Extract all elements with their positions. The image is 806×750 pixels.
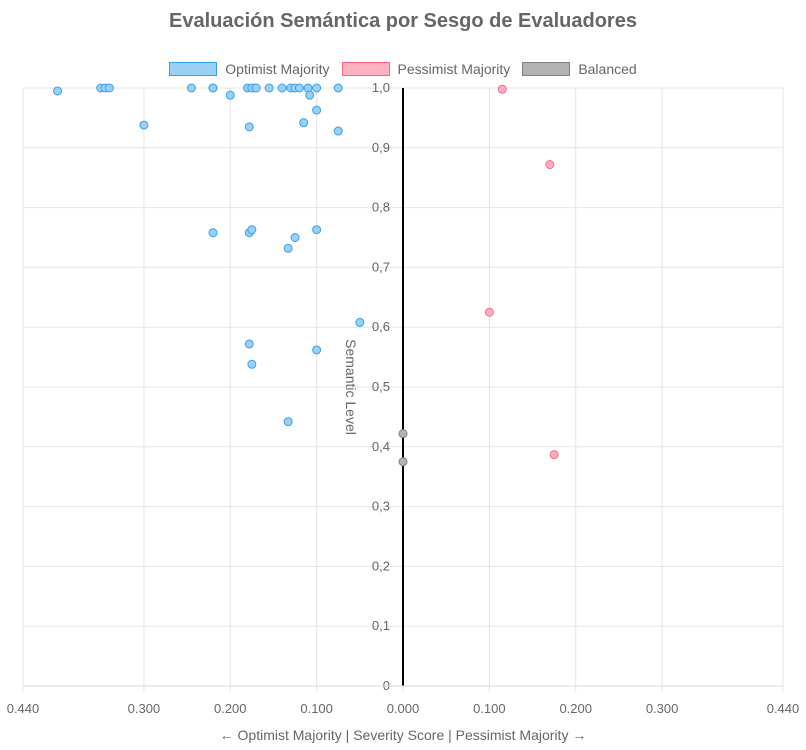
point-optimist xyxy=(303,83,313,93)
point-optimist xyxy=(244,122,254,132)
point-optimist xyxy=(312,105,322,115)
point-optimist xyxy=(53,86,63,96)
y-tick-label: 0,2 xyxy=(372,558,390,573)
y-tick-label: 0,4 xyxy=(372,439,390,454)
y-tick-label: 0,1 xyxy=(372,618,390,633)
legend-item-pessimist[interactable]: Pessimist Majority xyxy=(341,59,511,79)
point-optimist xyxy=(208,228,218,238)
point-pessimist xyxy=(545,160,555,170)
point-optimist xyxy=(283,417,293,427)
chart-title: Evaluación Semántica por Sesgo de Evalua… xyxy=(169,10,637,32)
point-optimist xyxy=(333,83,343,93)
point-pessimist xyxy=(484,307,494,317)
point-optimist xyxy=(247,359,257,369)
legend-swatch-balanced xyxy=(522,62,571,76)
legend-label-balanced: Balanced xyxy=(578,61,637,77)
y-tick-label: 0,6 xyxy=(372,319,390,334)
point-optimist xyxy=(244,339,254,349)
legend-item-optimist[interactable]: Optimist Majority xyxy=(169,59,330,79)
point-balanced xyxy=(398,429,408,439)
x-tick-label: 0.440 xyxy=(7,701,40,716)
point-balanced xyxy=(398,457,408,467)
point-optimist xyxy=(251,83,261,93)
x-tick-label: 0.300 xyxy=(646,701,679,716)
x-tick-label: 0.100 xyxy=(473,701,506,716)
point-pessimist xyxy=(497,84,507,94)
point-optimist xyxy=(305,90,315,100)
legend-swatch-optimist xyxy=(169,62,218,76)
point-optimist xyxy=(225,90,235,100)
y-tick-label: 0,7 xyxy=(372,259,390,274)
x-tick-label: 0.100 xyxy=(300,701,333,716)
legend-swatch-pessimist xyxy=(341,62,390,76)
point-optimist xyxy=(333,126,343,136)
point-optimist xyxy=(247,225,257,235)
point-optimist xyxy=(139,120,149,130)
point-optimist xyxy=(186,83,196,93)
x-tick-label: 0.440 xyxy=(767,701,800,716)
legend-item-balanced[interactable]: Balanced xyxy=(522,59,637,79)
point-pessimist xyxy=(549,450,559,460)
legend-label-pessimist: Pessimist Majority xyxy=(397,61,511,77)
point-optimist xyxy=(290,233,300,242)
point-optimist xyxy=(104,83,114,93)
x-tick-label: 0.000 xyxy=(387,701,420,716)
x-tick-label: 0.300 xyxy=(128,701,161,716)
x-axis-title: ← Optimist Majority | Severity Score | P… xyxy=(220,727,587,743)
point-optimist xyxy=(294,83,304,93)
point-optimist xyxy=(277,83,287,93)
y-tick-label: 0,8 xyxy=(372,200,390,215)
point-optimist xyxy=(312,83,322,93)
point-optimist xyxy=(312,225,322,235)
chart-legend: Optimist Majority Pessimist Majority Bal… xyxy=(0,59,806,79)
y-tick-label: 0,9 xyxy=(372,140,390,155)
y-tick-label: 0,3 xyxy=(372,499,390,514)
x-tick-label: 0.200 xyxy=(214,701,247,716)
y-tick-label: 1,0 xyxy=(372,80,390,95)
point-optimist xyxy=(299,118,309,128)
point-optimist xyxy=(312,345,322,355)
point-optimist xyxy=(283,243,293,253)
y-tick-label: 0,5 xyxy=(372,379,390,394)
point-optimist xyxy=(208,83,218,93)
point-optimist xyxy=(355,317,365,327)
point-optimist xyxy=(264,83,274,93)
y-axis-title: Semantic Level xyxy=(343,339,359,435)
legend-label-optimist: Optimist Majority xyxy=(225,61,330,77)
x-tick-label: 0.200 xyxy=(559,701,592,716)
